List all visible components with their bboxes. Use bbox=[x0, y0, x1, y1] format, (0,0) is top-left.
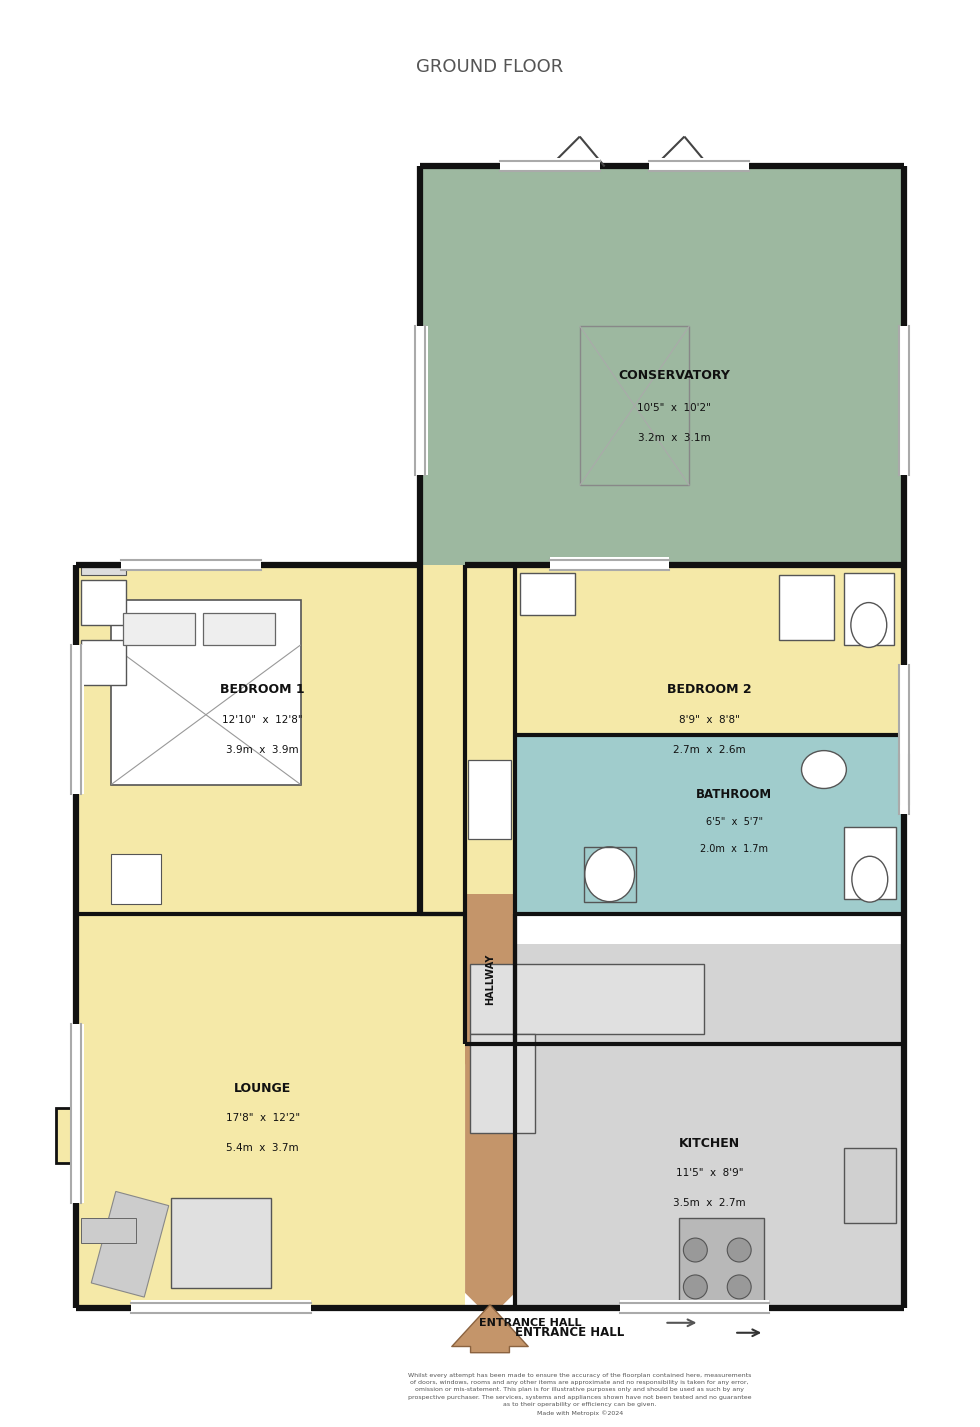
Bar bbox=[76, 915, 465, 1307]
Bar bbox=[123, 614, 195, 645]
Circle shape bbox=[683, 1239, 708, 1261]
Bar bbox=[619, 1300, 769, 1314]
Text: 3.5m  x  2.7m: 3.5m x 2.7m bbox=[673, 1199, 746, 1209]
Bar bbox=[500, 158, 600, 173]
Bar bbox=[76, 565, 465, 915]
Bar bbox=[898, 325, 911, 475]
Text: 12'10"  x  12'8": 12'10" x 12'8" bbox=[222, 715, 303, 725]
Bar bbox=[122, 557, 261, 571]
Bar bbox=[71, 645, 84, 795]
Bar bbox=[514, 735, 904, 915]
Bar bbox=[91, 1192, 169, 1297]
Text: GROUND FLOOR: GROUND FLOOR bbox=[416, 57, 564, 76]
Bar bbox=[898, 755, 911, 805]
Text: KITCHEN: KITCHEN bbox=[679, 1137, 740, 1150]
Text: 2.0m  x  1.7m: 2.0m x 1.7m bbox=[701, 845, 768, 855]
Ellipse shape bbox=[851, 602, 887, 648]
Circle shape bbox=[683, 1274, 708, 1299]
Circle shape bbox=[727, 1274, 751, 1299]
Text: 6'5"  x  5'7": 6'5" x 5'7" bbox=[706, 818, 762, 828]
Bar bbox=[81, 639, 126, 685]
Text: ENTRANCE HALL: ENTRANCE HALL bbox=[515, 1326, 624, 1340]
Text: 3.9m  x  3.9m: 3.9m x 3.9m bbox=[226, 745, 299, 755]
Text: 10'5"  x  10'2": 10'5" x 10'2" bbox=[637, 402, 711, 412]
Bar bbox=[584, 848, 636, 902]
Bar bbox=[779, 575, 834, 639]
Polygon shape bbox=[466, 915, 514, 1093]
Bar bbox=[650, 158, 749, 173]
Ellipse shape bbox=[585, 846, 634, 902]
Bar bbox=[679, 1219, 764, 1303]
Bar bbox=[466, 565, 514, 915]
Bar bbox=[57, 1109, 76, 1163]
Bar bbox=[844, 828, 896, 899]
Text: BEDROOM 2: BEDROOM 2 bbox=[667, 684, 752, 696]
Circle shape bbox=[727, 1239, 751, 1261]
Text: BEDROOM 1: BEDROOM 1 bbox=[220, 684, 305, 696]
Text: 3.2m  x  3.1m: 3.2m x 3.1m bbox=[638, 432, 710, 442]
Bar bbox=[131, 1300, 311, 1314]
Text: 2.7m  x  2.6m: 2.7m x 2.6m bbox=[673, 745, 746, 755]
Bar bbox=[844, 1149, 896, 1223]
Text: CONSERVATORY: CONSERVATORY bbox=[618, 370, 730, 382]
Text: LOUNGE: LOUNGE bbox=[234, 1082, 291, 1095]
Bar bbox=[550, 557, 669, 571]
Text: HALLWAY: HALLWAY bbox=[485, 953, 495, 1005]
Bar bbox=[520, 574, 574, 615]
Bar bbox=[468, 759, 511, 839]
Bar bbox=[420, 167, 904, 565]
Bar bbox=[844, 574, 894, 645]
Bar bbox=[81, 581, 126, 625]
Ellipse shape bbox=[802, 751, 847, 789]
Text: 11'5"  x  8'9": 11'5" x 8'9" bbox=[675, 1169, 743, 1179]
Bar bbox=[466, 895, 514, 1043]
Bar bbox=[580, 325, 689, 485]
Bar bbox=[81, 1219, 136, 1243]
Bar bbox=[415, 325, 428, 475]
Bar bbox=[71, 1023, 84, 1203]
Text: 8'9"  x  8'8": 8'9" x 8'8" bbox=[679, 715, 740, 725]
Text: BATHROOM: BATHROOM bbox=[696, 788, 772, 801]
Bar bbox=[81, 567, 126, 575]
Bar bbox=[111, 601, 301, 785]
Bar bbox=[514, 1043, 904, 1307]
Bar bbox=[514, 565, 904, 845]
Bar bbox=[203, 614, 274, 645]
Bar bbox=[470, 963, 705, 1033]
Bar bbox=[898, 665, 911, 815]
Polygon shape bbox=[466, 1043, 514, 1317]
Ellipse shape bbox=[852, 856, 888, 902]
Bar bbox=[514, 945, 904, 1043]
Bar bbox=[111, 855, 161, 905]
Text: 17'8"  x  12'2": 17'8" x 12'2" bbox=[225, 1113, 300, 1123]
Bar bbox=[172, 1199, 270, 1289]
Text: Whilst every attempt has been made to ensure the accuracy of the floorplan conta: Whilst every attempt has been made to en… bbox=[408, 1373, 752, 1416]
Bar bbox=[470, 1033, 535, 1133]
Text: 5.4m  x  3.7m: 5.4m x 3.7m bbox=[226, 1143, 299, 1153]
Text: ENTRANCE HALL: ENTRANCE HALL bbox=[478, 1317, 581, 1327]
